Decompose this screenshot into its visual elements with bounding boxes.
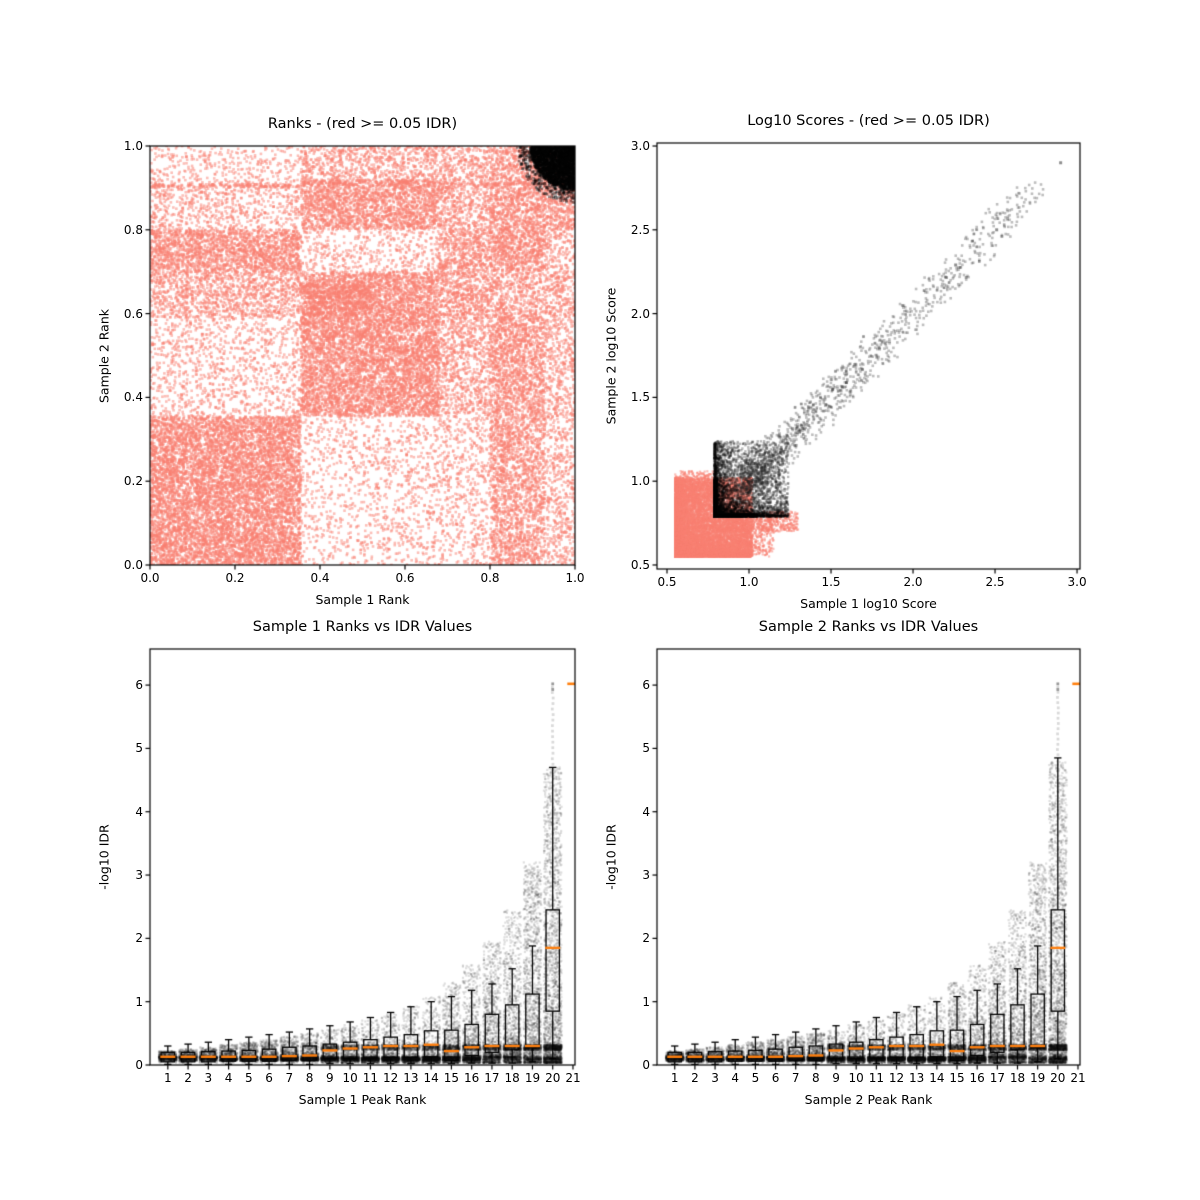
x-tick-label: 5 bbox=[751, 1071, 760, 1085]
y-tick-label: 2 bbox=[135, 931, 143, 946]
y-tick-label: 3 bbox=[135, 868, 143, 883]
x-tick-label: 8 bbox=[812, 1071, 820, 1085]
x-tick-label: 2 bbox=[184, 1071, 192, 1085]
y-tick-label: 0.0 bbox=[123, 558, 143, 572]
x-tick-label: 1.0 bbox=[565, 571, 585, 585]
y-tick-label: 2 bbox=[642, 931, 650, 946]
x-tick-label: 19 bbox=[1030, 1071, 1046, 1085]
y-tick-label: 0.4 bbox=[123, 390, 143, 405]
y-tick-label: 0.5 bbox=[630, 557, 650, 572]
y-tick-label: 5 bbox=[135, 741, 143, 756]
x-tick-label: 3.0 bbox=[1067, 575, 1087, 589]
x-tick-label: 15 bbox=[443, 1071, 460, 1085]
ylabel-ranks-plot: Sample 2 Rank bbox=[96, 308, 112, 403]
x-tick-label: 18 bbox=[504, 1071, 520, 1085]
x-tick-label: 3 bbox=[711, 1071, 719, 1085]
xlabel-ranks-plot: Sample 1 Rank bbox=[315, 592, 410, 607]
x-tick-label: 21 bbox=[1070, 1071, 1086, 1085]
y-tick-label: 3 bbox=[642, 868, 650, 883]
xlabel-scores-plot: Sample 1 log10 Score bbox=[800, 596, 937, 611]
x-tick-label: 11 bbox=[362, 1071, 379, 1085]
x-tick-label: 19 bbox=[524, 1071, 541, 1085]
x-tick-label: 18 bbox=[1009, 1071, 1026, 1085]
x-tick-label: 10 bbox=[342, 1071, 358, 1085]
x-tick-label: 13 bbox=[403, 1071, 419, 1085]
x-tick-label: 2.0 bbox=[903, 575, 923, 589]
x-tick-label: 1.5 bbox=[821, 575, 841, 589]
x-tick-label: 2 bbox=[691, 1071, 699, 1085]
y-tick-label: 4 bbox=[135, 804, 143, 819]
x-tick-label: 4 bbox=[224, 1071, 233, 1085]
x-tick-label: 17 bbox=[989, 1071, 1005, 1085]
x-tick-label: 0.8 bbox=[480, 571, 500, 585]
x-tick-label: 6 bbox=[771, 1071, 780, 1085]
ylabel-scores-plot: Sample 2 log10 Score bbox=[603, 287, 619, 425]
y-tick-label: 0.6 bbox=[123, 306, 143, 321]
x-tick-label: 8 bbox=[305, 1071, 314, 1085]
x-tick-label: 0.6 bbox=[395, 571, 415, 585]
x-tick-label: 13 bbox=[909, 1071, 925, 1085]
y-tick-label: 1 bbox=[642, 994, 650, 1009]
x-tick-label: 7 bbox=[285, 1071, 294, 1085]
y-tick-label: 6 bbox=[642, 678, 650, 693]
x-tick-label: 0.4 bbox=[310, 571, 330, 585]
x-tick-label: 9 bbox=[326, 1071, 334, 1085]
x-tick-label: 0.2 bbox=[225, 571, 245, 585]
title-scores-plot: Log10 Scores - (red >= 0.05 IDR) bbox=[747, 113, 990, 129]
title-idr1-plot: Sample 1 Ranks vs IDR Values bbox=[252, 619, 473, 635]
y-tick-label: 0.2 bbox=[123, 474, 143, 489]
y-tick-label: 3.0 bbox=[630, 139, 650, 154]
y-tick-label: 0 bbox=[642, 1058, 650, 1072]
y-tick-label: 6 bbox=[135, 678, 143, 693]
y-tick-label: 2.0 bbox=[630, 306, 650, 321]
x-tick-label: 15 bbox=[949, 1071, 965, 1085]
y-tick-label: 1 bbox=[135, 994, 143, 1009]
x-tick-label: 11 bbox=[868, 1071, 884, 1085]
xlabel-idr1-plot: Sample 1 Peak Rank bbox=[298, 1092, 427, 1107]
x-tick-label: 10 bbox=[848, 1071, 864, 1085]
ylabel-idr1-plot: -log10 IDR bbox=[96, 824, 112, 890]
x-tick-label: 16 bbox=[969, 1071, 985, 1085]
x-tick-label: 16 bbox=[464, 1071, 480, 1085]
x-tick-label: 0.0 bbox=[140, 571, 160, 585]
x-tick-label: 20 bbox=[545, 1071, 561, 1085]
title-ranks-plot: Ranks - (red >= 0.05 IDR) bbox=[267, 116, 458, 132]
x-tick-label: 2.5 bbox=[985, 575, 1005, 589]
x-tick-label: 1.0 bbox=[739, 575, 759, 589]
y-tick-label: 1.5 bbox=[630, 390, 650, 405]
y-tick-label: 1.0 bbox=[630, 474, 650, 489]
x-tick-label: 21 bbox=[565, 1071, 581, 1085]
title-idr2-plot: Sample 2 Ranks vs IDR Values bbox=[758, 619, 979, 635]
ylabel-idr2-plot: -log10 IDR bbox=[603, 824, 619, 890]
y-tick-label: 1.0 bbox=[123, 139, 143, 153]
y-tick-label: 0 bbox=[135, 1058, 143, 1072]
y-tick-label: 4 bbox=[642, 804, 650, 819]
x-tick-label: 20 bbox=[1050, 1071, 1066, 1085]
y-tick-label: 0.8 bbox=[123, 222, 143, 237]
y-tick-label: 5 bbox=[642, 741, 650, 756]
x-tick-label: 5 bbox=[245, 1071, 253, 1085]
x-tick-label: 14 bbox=[423, 1071, 439, 1085]
x-tick-label: 14 bbox=[929, 1071, 945, 1085]
x-tick-label: 6 bbox=[265, 1071, 273, 1085]
x-tick-label: 4 bbox=[731, 1071, 740, 1085]
xlabel-idr2-plot: Sample 2 Peak Rank bbox=[804, 1092, 933, 1107]
x-tick-label: 12 bbox=[383, 1071, 399, 1085]
x-tick-label: 0.5 bbox=[657, 575, 677, 589]
x-tick-label: 17 bbox=[484, 1071, 500, 1085]
x-tick-label: 3 bbox=[204, 1071, 213, 1085]
x-tick-label: 1 bbox=[163, 1071, 172, 1085]
x-tick-label: 1 bbox=[670, 1071, 679, 1085]
x-tick-label: 7 bbox=[791, 1071, 800, 1085]
y-tick-label: 2.5 bbox=[630, 222, 650, 237]
x-tick-label: 12 bbox=[888, 1071, 905, 1085]
x-tick-label: 9 bbox=[832, 1071, 840, 1085]
